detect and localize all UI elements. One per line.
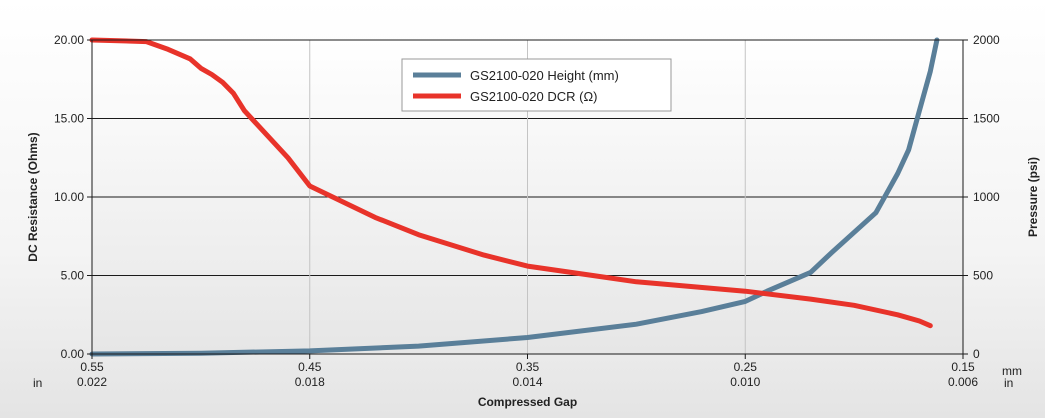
x-tick-label-in: 0.018	[295, 375, 325, 389]
right-y-tick-label: 2000	[973, 33, 1000, 47]
x-tick-label-mm: 0.45	[298, 360, 322, 374]
left-y-tick-label: 20.00	[54, 33, 84, 47]
axes: 0.00 5.00 10.00 15.00 20.00 0 500 1000 1500 2000 0…	[54, 33, 1000, 389]
right-y-axis-title: Pressure (psi)	[1026, 157, 1040, 237]
x-tick-label-mm: 0.25	[734, 360, 758, 374]
left-y-tick-label: 10.00	[54, 190, 84, 204]
x-tick-label-in: 0.022	[77, 375, 107, 389]
series-line-dcr	[89, 37, 933, 329]
x-tick-label-in: 0.010	[730, 375, 760, 389]
left-y-axis-title: DC Resistance (Ohms)	[26, 132, 40, 261]
series-layer	[89, 37, 940, 357]
left-y-tick-label: 0.00	[61, 347, 85, 361]
left-y-tick-label: 15.00	[54, 112, 84, 126]
x-tick-label-in: 0.014	[512, 375, 542, 389]
legend-box	[401, 58, 672, 112]
x-tick-label-mm: 0.15	[951, 360, 975, 374]
right-y-tick-label: 0	[973, 347, 980, 361]
legend: GS2100-020 Height (mm) GS2100-020 DCR (Ω…	[401, 58, 672, 112]
x-axis-title: Compressed Gap	[478, 395, 577, 409]
x-unit-in-label-right: in	[1004, 376, 1013, 390]
x-tick-label-in: 0.006	[948, 375, 978, 389]
x-tick-label-mm: 0.55	[80, 360, 104, 374]
x-unit-mm-label: mm	[1002, 364, 1022, 378]
right-y-tick-label: 1500	[973, 112, 1000, 126]
series-line-height	[89, 37, 940, 357]
left-y-tick-label: 5.00	[61, 269, 85, 283]
legend-label-height: GS2100-020 Height (mm)	[470, 68, 619, 83]
x-unit-in-label-left: in	[33, 376, 42, 390]
right-y-tick-label: 1000	[973, 190, 1000, 204]
legend-label-dcr: GS2100-020 DCR (Ω)	[470, 89, 598, 104]
x-tick-label-mm: 0.35	[516, 360, 540, 374]
right-y-tick-label: 500	[973, 269, 993, 283]
